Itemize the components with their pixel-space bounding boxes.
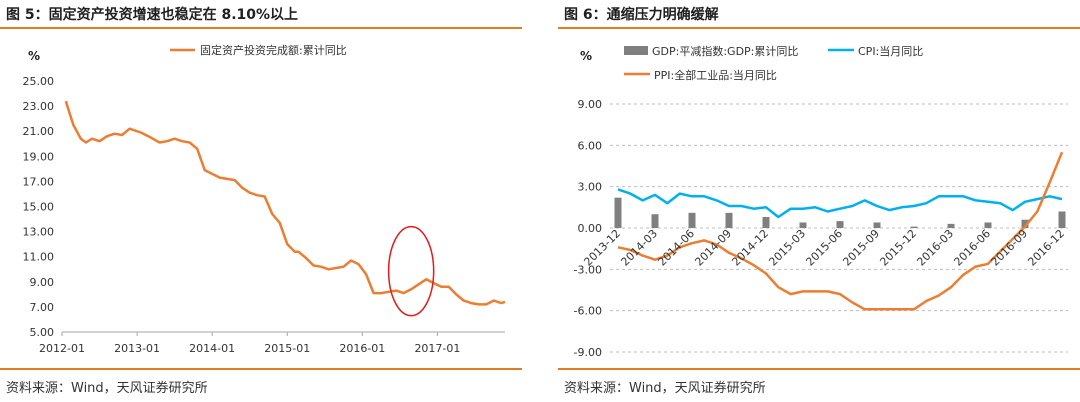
y-tick-label: 11.00: [23, 251, 55, 264]
top-rule: [0, 27, 522, 29]
x-tick-label: 2015-12: [877, 227, 919, 269]
y-tick-label: 23.00: [23, 100, 55, 113]
y-tick-label: 17.00: [23, 175, 55, 188]
y-tick-label: -9.00: [574, 346, 602, 359]
x-tick-label: 2016-09: [988, 227, 1030, 269]
y-tick-label: 6.00: [578, 139, 603, 152]
legend-swatch-gdp-deflator: [624, 46, 648, 55]
x-tick-label: 2013-01: [114, 342, 160, 355]
legend-label: PPI:全部工业品:当月同比: [654, 68, 777, 82]
x-tick-label: 2015-01: [264, 342, 310, 355]
bar-gdp-deflator: [910, 226, 918, 228]
legend-label: GDP:平减指数:GDP:累计同比: [652, 44, 798, 58]
x-tick-label: 2015-03: [766, 227, 808, 269]
y-tick-label: 9.00: [30, 276, 55, 289]
y-tick-label: 3.00: [578, 181, 603, 194]
bar-gdp-deflator: [688, 212, 696, 228]
highlight-ellipse: [387, 225, 435, 317]
y-tick-label: 25.00: [23, 75, 55, 88]
figure-5: 图 5：固定资产投资增速也稳定在 8.10%以上 % 固定资产投资完成额:累计同比…: [0, 0, 522, 402]
series-line-cpi: [617, 188, 1063, 219]
y-tick-label: 5.00: [30, 326, 55, 339]
y-tick-label: 9.00: [578, 98, 603, 111]
legend-label: CPI:当月同比: [858, 44, 923, 58]
x-tick-label: 2017-01: [414, 342, 460, 355]
bar-gdp-deflator: [614, 197, 622, 228]
x-tick-label: 2016-12: [1025, 227, 1067, 269]
x-tick-label: 2016-03: [914, 227, 956, 269]
figure-5-source: 资料来源：Wind，天风证券研究所: [6, 381, 208, 396]
bar-gdp-deflator: [1058, 211, 1066, 228]
y-axis-unit: %: [28, 49, 40, 63]
x-tick-label: 2016-01: [339, 342, 385, 355]
bar-gdp-deflator: [984, 222, 992, 228]
bar-gdp-deflator: [651, 214, 659, 228]
bottom-rule: [558, 368, 1080, 370]
series-line-fai: [64, 100, 506, 306]
x-tick-label: 2012-01: [39, 342, 85, 355]
y-tick-label: 19.00: [23, 150, 55, 163]
legend-label: 固定资产投资完成额:累计同比: [200, 43, 347, 57]
y-tick-label: 7.00: [30, 301, 55, 314]
figure-6: 图 6：通缩压力明确缓解 % GDP:平减指数:GDP:累计同比 CPI:当月同比 P…: [558, 0, 1080, 402]
deflation-chart: % GDP:平减指数:GDP:累计同比 CPI:当月同比 PPI:全部工业品:当月同比…: [574, 44, 1068, 359]
bar-gdp-deflator: [836, 221, 844, 228]
y-tick-label: -3.00: [574, 263, 602, 276]
y-tick-label: -6.00: [574, 305, 602, 318]
top-rule: [558, 27, 1080, 29]
x-tick-label: 2015-09: [840, 227, 882, 269]
bottom-rule: [0, 368, 522, 370]
fai-growth-chart: % 固定资产投资完成额:累计同比 25.00 23.00 21.00 19.00 17.00…: [23, 43, 506, 355]
series-line-ppi: [617, 151, 1064, 311]
x-tick-label: 2014-06: [655, 227, 697, 269]
x-tick-label: 2014-01: [189, 342, 235, 355]
y-tick-label: 0.00: [578, 222, 603, 235]
y-tick-label: 13.00: [23, 226, 55, 239]
x-tick-label: 2014-09: [692, 227, 734, 269]
y-axis-unit: %: [580, 49, 592, 63]
bar-gdp-deflator: [762, 216, 770, 228]
bar-gdp-deflator: [947, 223, 955, 228]
bar-gdp-deflator: [799, 222, 807, 228]
x-tick-label: 2016-06: [951, 227, 993, 269]
y-tick-label: 21.00: [23, 125, 55, 138]
figure-6-source: 资料来源：Wind，天风证券研究所: [564, 381, 766, 396]
bar-gdp-deflator: [873, 222, 881, 228]
x-tick-label: 2015-06: [803, 227, 845, 269]
bar-gdp-deflator: [725, 212, 733, 228]
y-tick-label: 15.00: [23, 201, 55, 214]
bar-gdp-deflator: [1021, 219, 1029, 228]
figure-6-title: 图 6：通缩压力明确缓解: [564, 7, 719, 23]
figure-5-title: 图 5：固定资产投资增速也稳定在 8.10%以上: [6, 7, 299, 23]
